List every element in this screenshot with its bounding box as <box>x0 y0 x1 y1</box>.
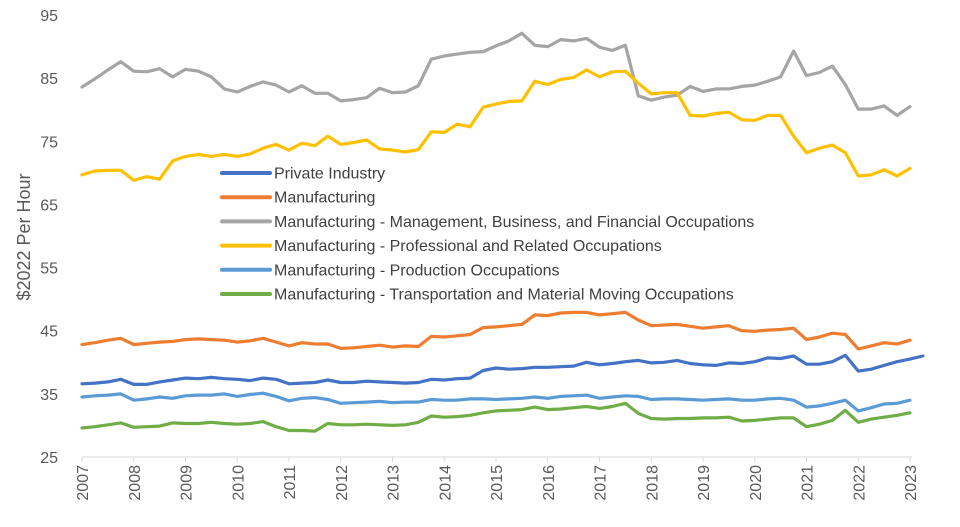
y-tick-label-85: 85 <box>40 71 58 88</box>
legend: Private Industry Manufacturing Manufacturi… <box>220 166 754 304</box>
series-line-2 <box>80 310 912 351</box>
x-tick-label-2015: 2015 <box>489 465 506 501</box>
series-lines <box>80 31 925 433</box>
x-axis-ticks: 2007 2008 2009 2010 2011 2012 2013 2014 2015 2016… <box>75 457 920 501</box>
legend-label-6: Manufacturing - Transportation and Mater… <box>274 287 734 304</box>
x-tick-label-2020: 2020 <box>748 465 765 501</box>
legend-label-5: Manufacturing - Production Occupations <box>274 262 559 279</box>
x-tick-label-2019: 2019 <box>696 465 713 501</box>
series-line-4 <box>80 68 912 182</box>
y-tick-label-95: 95 <box>40 8 58 25</box>
x-tick-label-2016: 2016 <box>541 465 558 501</box>
x-tick-label-2021: 2021 <box>800 465 817 501</box>
x-tick-label-2022: 2022 <box>851 465 868 501</box>
x-tick-label-2009: 2009 <box>179 465 196 501</box>
y-tick-label-75: 75 <box>40 134 58 151</box>
x-tick-label-2012: 2012 <box>334 465 351 501</box>
y-tick-label-45: 45 <box>40 324 58 341</box>
x-tick-label-2018: 2018 <box>644 465 661 501</box>
x-tick-label-2011: 2011 <box>282 465 299 500</box>
x-tick-label-2017: 2017 <box>593 465 610 501</box>
y-tick-label-65: 65 <box>40 197 58 214</box>
series-line-1 <box>80 353 925 386</box>
y-axis-ticks: 25 35 45 55 65 75 85 95 <box>40 8 58 467</box>
x-tick-label-2023: 2023 <box>903 465 920 501</box>
y-axis-label: $2022 Per Hour <box>14 173 34 300</box>
x-tick-label-2010: 2010 <box>230 465 247 501</box>
legend-label-3: Manufacturing - Management, Business, an… <box>274 214 754 231</box>
series-line-6 <box>80 401 912 433</box>
x-tick-label-2014: 2014 <box>437 465 454 501</box>
y-tick-label-35: 35 <box>40 387 58 404</box>
legend-label-1: Private Industry <box>274 166 385 183</box>
legend-label-2: Manufacturing <box>274 190 375 207</box>
series-line-5 <box>80 391 912 413</box>
y-tick-label-25: 25 <box>40 450 58 467</box>
y-tick-label-55: 55 <box>40 261 58 278</box>
legend-label-4: Manufacturing - Professional and Related… <box>274 238 662 255</box>
x-tick-label-2008: 2008 <box>127 465 144 501</box>
series-line-3 <box>80 31 912 118</box>
x-tick-label-2013: 2013 <box>386 465 403 501</box>
x-tick-label-2007: 2007 <box>75 465 92 501</box>
